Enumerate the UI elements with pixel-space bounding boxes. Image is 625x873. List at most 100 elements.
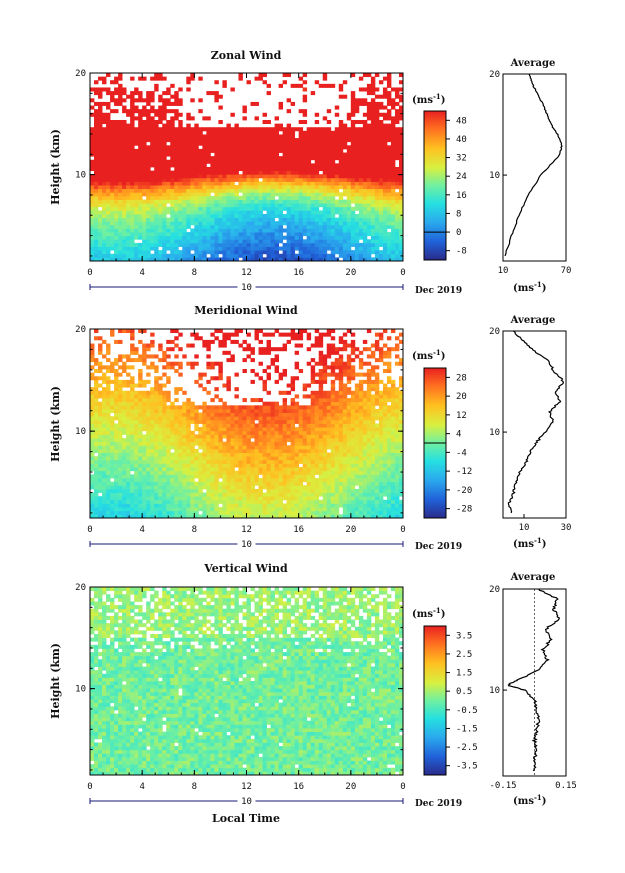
heatmap-cell — [370, 192, 376, 197]
heatmap-cell — [218, 185, 223, 190]
heatmap-cell — [286, 456, 292, 461]
heatmap-cell — [350, 152, 356, 157]
heatmap-cell — [350, 195, 356, 200]
heatmap-cell — [346, 228, 352, 233]
heatmap-cell — [142, 474, 147, 479]
heatmap-cell — [310, 145, 316, 150]
heatmap-cell — [370, 76, 376, 81]
heatmap-cell — [222, 148, 227, 153]
heatmap-cell — [314, 463, 320, 468]
heatmap-cell — [210, 159, 215, 164]
heatmap-cell — [242, 445, 247, 450]
heatmap-cell — [362, 481, 368, 486]
heatmap-cell — [118, 148, 123, 153]
heatmap-cell — [302, 98, 308, 103]
heatmap-cell — [154, 503, 159, 508]
heatmap-cell — [254, 499, 259, 504]
heatmap-cell — [182, 463, 187, 468]
heatmap-cell — [282, 488, 288, 493]
heatmap-cell — [186, 188, 191, 193]
heatmap-cell — [142, 156, 147, 161]
heatmap-cell — [142, 456, 147, 461]
heatmap-cell — [230, 181, 235, 186]
heatmap-cell — [386, 474, 392, 479]
heatmap-cell — [282, 459, 288, 464]
heatmap-cell — [150, 499, 155, 504]
heatmap-cell — [382, 217, 388, 222]
heatmap-cell — [370, 445, 376, 450]
heatmap-cell — [178, 463, 183, 468]
heatmap-cell — [150, 445, 155, 450]
heatmap-cell — [398, 167, 404, 172]
heatmap-cell — [330, 188, 336, 193]
heatmap-cell — [246, 163, 251, 168]
heatmap-cell — [150, 214, 155, 219]
heatmap-cell — [298, 235, 304, 240]
heatmap-cell — [98, 94, 103, 99]
heatmap-cell — [194, 192, 199, 197]
heatmap-cell — [314, 192, 320, 197]
heatmap-cell — [230, 141, 235, 146]
heatmap-cell — [326, 488, 332, 493]
heatmap-cell — [146, 228, 151, 233]
heatmap-cell — [98, 478, 103, 483]
heatmap-cell — [270, 478, 275, 483]
heatmap-cell — [258, 441, 263, 446]
heatmap-cell — [290, 199, 296, 204]
heatmap-cell — [98, 167, 103, 172]
heatmap-cell — [138, 257, 143, 262]
heatmap-cell — [186, 206, 191, 211]
heatmap-cell — [102, 478, 107, 483]
heatmap-cell — [362, 101, 368, 106]
heatmap-cell — [290, 485, 296, 490]
heatmap-cell — [262, 242, 267, 247]
heatmap-cell — [226, 514, 231, 519]
heatmap-cell — [130, 478, 135, 483]
heatmap-cell — [314, 456, 320, 461]
heatmap-cell — [114, 448, 119, 453]
heatmap-cell — [330, 503, 336, 508]
heatmap-cell — [206, 441, 211, 446]
heatmap-cell — [142, 441, 147, 446]
heatmap-cell — [238, 214, 243, 219]
heatmap-cell — [290, 156, 296, 161]
heatmap-cell — [222, 456, 227, 461]
heatmap-cell — [186, 199, 191, 204]
heatmap-cell — [182, 496, 187, 501]
heatmap-cell — [146, 167, 151, 172]
heatmap-cell — [114, 217, 119, 222]
heatmap-cell — [166, 217, 171, 222]
heatmap-cell — [254, 507, 259, 512]
heatmap-cell — [366, 507, 372, 512]
heatmap-cell — [258, 499, 263, 504]
heatmap-cell — [254, 76, 259, 81]
heatmap-cell — [266, 141, 271, 146]
heatmap-cell — [346, 510, 352, 515]
heatmap-cell — [154, 87, 159, 92]
heatmap-cell — [126, 239, 131, 244]
heatmap-cell — [306, 478, 312, 483]
heatmap-cell — [142, 481, 147, 486]
heatmap-cell — [342, 134, 348, 139]
heatmap-cell — [210, 235, 215, 240]
heatmap-cell — [302, 109, 308, 114]
heatmap-cell — [146, 127, 151, 132]
heatmap-cell — [126, 510, 131, 515]
heatmap-cell — [110, 152, 115, 157]
heatmap-cell — [174, 141, 179, 146]
heatmap-cell — [262, 221, 267, 226]
heatmap-cell — [226, 470, 231, 475]
heatmap-cell — [310, 514, 316, 519]
heatmap-cell — [214, 195, 219, 200]
heatmap-cell — [278, 177, 284, 182]
heatmap-cell — [194, 199, 199, 204]
heatmap-cell — [286, 167, 292, 172]
heatmap-cell — [102, 459, 107, 464]
heatmap-cell — [194, 463, 199, 468]
heatmap-cell — [294, 181, 300, 186]
heatmap-cell — [350, 123, 356, 128]
heatmap-cell — [238, 174, 243, 179]
heatmap-cell — [194, 510, 199, 515]
heatmap-cell — [126, 192, 131, 197]
heatmap-cell — [166, 152, 171, 157]
